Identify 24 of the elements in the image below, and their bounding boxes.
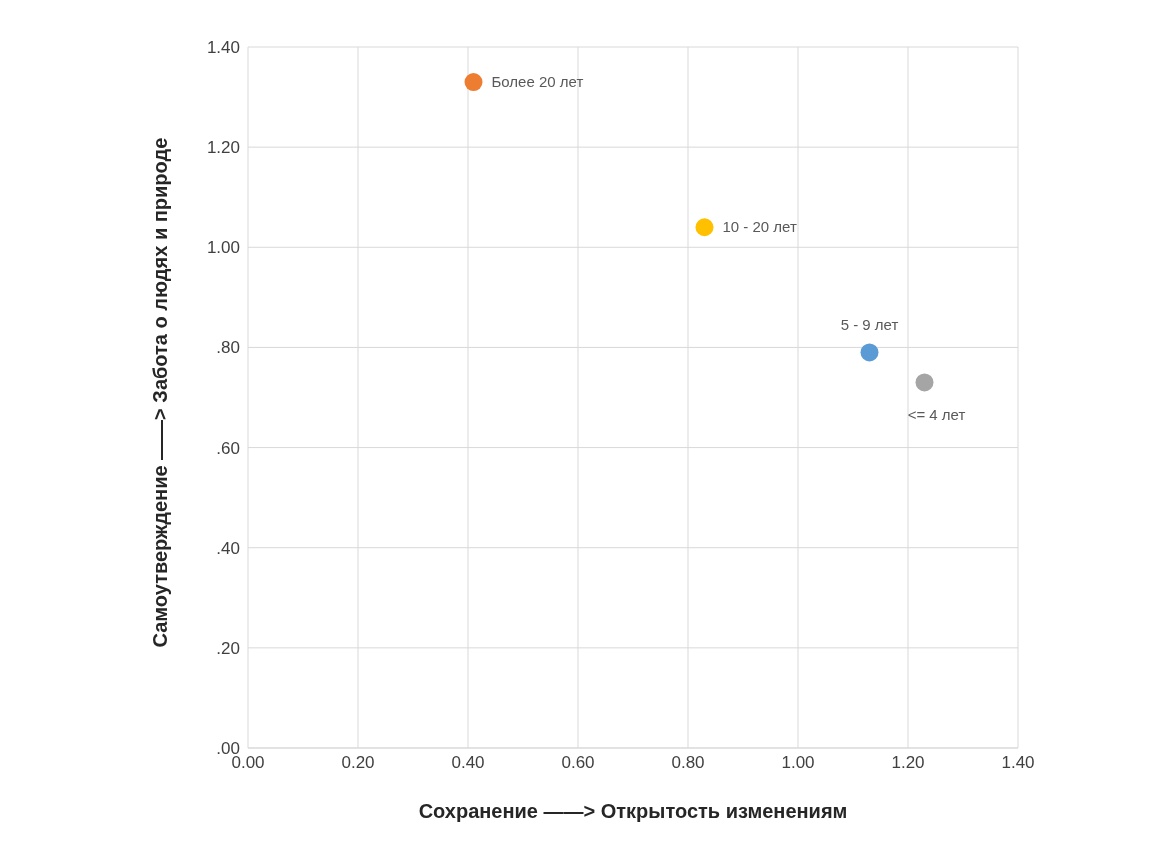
x-tick-label: 1.00 (781, 753, 815, 773)
y-tick-label: .40 (216, 538, 240, 558)
y-axis-title: Самоутверждение ——> Забота о людях и природе (149, 137, 172, 648)
series-label: 10 - 20 лет (722, 218, 797, 236)
x-tick-label: 0.60 (561, 753, 595, 773)
y-tick-label: 1.40 (206, 38, 240, 58)
x-axis-title: Сохранение ——> Открытость изменениям (418, 800, 848, 822)
x-tick-label: 1.20 (891, 753, 925, 773)
x-tick-label: 0.40 (451, 753, 485, 773)
y-tick-label: 1.20 (206, 138, 240, 158)
x-tick-label: 0.80 (671, 753, 705, 773)
x-tick-label: 0.20 (341, 753, 375, 773)
series-label: Более 20 лет (491, 73, 584, 91)
y-tick-label: .20 (216, 638, 240, 658)
series-label: 5 - 9 лет (840, 316, 899, 334)
point (860, 343, 879, 362)
y-tick-label: 1.00 (206, 238, 240, 258)
point (464, 73, 483, 92)
y-tick-label: .80 (216, 338, 240, 358)
point (915, 373, 934, 392)
point (695, 218, 714, 237)
x-tick-label: 1.40 (1001, 753, 1035, 773)
series-label: <= 4 лет (907, 406, 966, 424)
y-tick-label: .60 (216, 438, 240, 458)
